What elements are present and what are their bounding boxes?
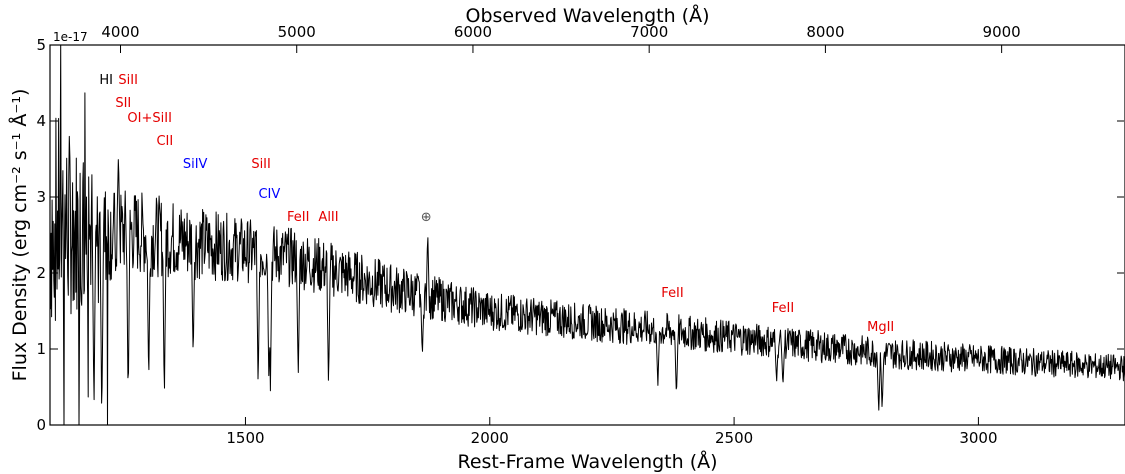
line-label: HI	[99, 73, 113, 88]
line-label: MgII	[867, 320, 894, 335]
y-axis-title: Flux Density (erg cm⁻² s⁻¹ Å⁻¹)	[8, 89, 31, 382]
line-label: SII	[115, 96, 131, 111]
top-x-tick-label: 6000	[454, 23, 492, 41]
x-tick-label: 3000	[959, 429, 997, 447]
top-x-tick-label: 9000	[983, 23, 1021, 41]
top-x-tick-label: 4000	[101, 23, 139, 41]
axis-ticks: 1500 2000 2500 3000 4000 5000 6000 7000 8000 9000…	[36, 23, 1124, 447]
y-tick-label: 3	[36, 188, 46, 206]
line-label: CIV	[258, 187, 280, 202]
top-x-axis-title: Observed Wavelength (Å)	[465, 4, 709, 27]
y-tick-label: 2	[36, 264, 46, 282]
line-label: FeII	[287, 210, 309, 225]
spectrum-series	[50, 45, 1125, 425]
line-label: FeII	[661, 286, 683, 301]
top-x-tick-label: 7000	[630, 23, 668, 41]
top-x-tick-label: 5000	[278, 23, 316, 41]
plot-frame	[49, 44, 1125, 426]
y-tick-label: 0	[36, 416, 46, 434]
line-label: SiII	[251, 157, 271, 172]
top-x-tick-label: 8000	[806, 23, 844, 41]
x-tick-label: 2500	[715, 429, 753, 447]
line-label: AlII	[318, 210, 338, 225]
bottom-x-axis-title: Rest-Frame Wavelength (Å)	[457, 450, 717, 473]
y-tick-label: 1	[36, 340, 46, 358]
y-tick-label: 5	[36, 36, 46, 54]
y-offset-label: 1e-17	[53, 30, 88, 44]
spectrum-line	[50, 45, 1125, 425]
x-tick-label: 1500	[226, 429, 264, 447]
x-tick-label: 2000	[471, 429, 509, 447]
y-tick-label: 4	[36, 112, 46, 130]
line-label: SiIV	[183, 157, 208, 172]
line-label: SiII	[118, 73, 138, 88]
line-label: CII	[156, 134, 173, 149]
line-label: ⊕	[421, 210, 432, 225]
line-label: OI+SiII	[127, 111, 172, 126]
line-label: FeII	[772, 301, 794, 316]
